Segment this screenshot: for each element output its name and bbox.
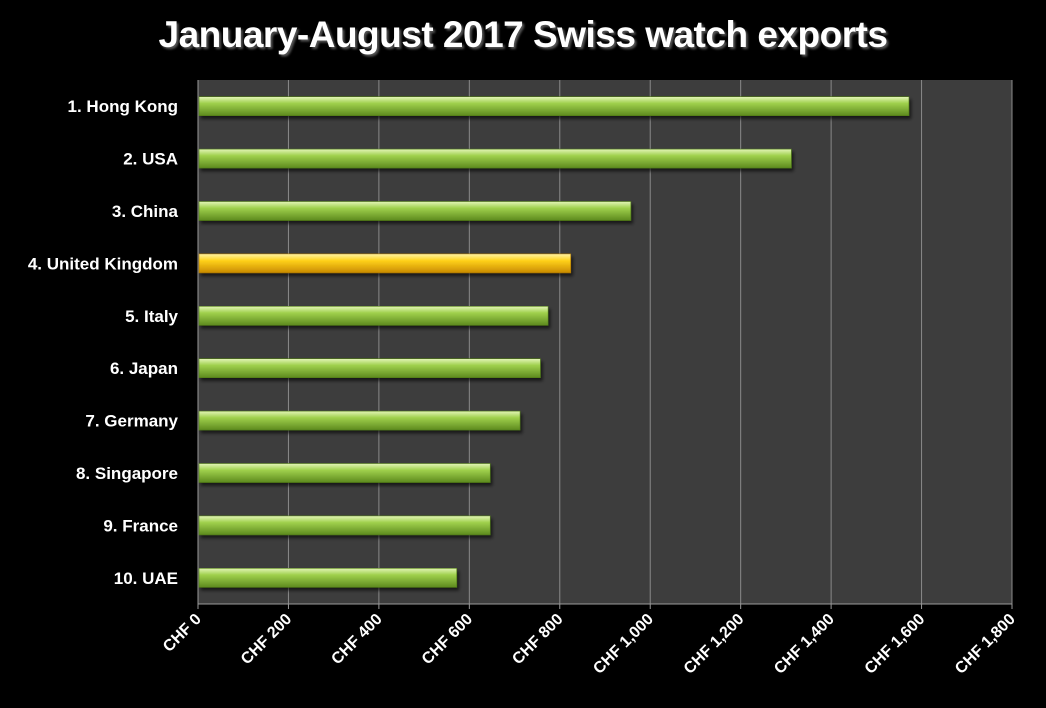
bars	[198, 96, 910, 588]
category-label: 8. Singapore	[76, 464, 178, 483]
bar	[198, 96, 910, 116]
bar	[198, 305, 549, 326]
bar	[198, 148, 792, 169]
bar	[198, 567, 458, 588]
category-label: 6. Japan	[110, 359, 178, 378]
x-tick-label: CHF 1,800	[952, 611, 1019, 678]
bar	[198, 410, 521, 431]
x-tick-label: CHF 200	[238, 611, 295, 668]
bar	[198, 201, 632, 221]
x-tick-labels: CHF 0 CHF 200 CHF 400 CHF 600 CHF 800 CHF 1,0…	[160, 611, 1019, 678]
category-label: 1. Hong Kong	[68, 97, 178, 116]
category-label: 2. USA	[123, 150, 178, 169]
x-tick-label: CHF 800	[509, 611, 566, 668]
chart-title: January-August 2017 Swiss watch exports	[158, 14, 889, 55]
bar	[198, 253, 572, 274]
category-labels: 1. Hong Kong 2. USA 3. China 4. United King…	[28, 97, 179, 588]
axes	[197, 80, 1013, 609]
category-label: 10. UAE	[114, 569, 178, 588]
x-tick-label: CHF 600	[419, 611, 476, 668]
bar	[198, 358, 541, 379]
bar	[198, 463, 491, 483]
x-tick-label: CHF 400	[328, 611, 385, 668]
x-tick-label: CHF 1,200	[681, 611, 748, 678]
category-label: 5. Italy	[125, 307, 178, 326]
bar	[198, 515, 491, 536]
x-tick-label: CHF 1,400	[771, 611, 838, 678]
category-label: 4. United Kingdom	[28, 254, 178, 273]
x-tick-label: CHF 1,600	[862, 611, 929, 678]
category-label: 7. Germany	[85, 412, 178, 431]
category-label: 3. China	[112, 202, 179, 221]
x-tick-label: CHF 0	[160, 611, 205, 656]
x-tick-label: CHF 1,000	[590, 611, 657, 678]
category-label: 9. France	[103, 516, 178, 535]
